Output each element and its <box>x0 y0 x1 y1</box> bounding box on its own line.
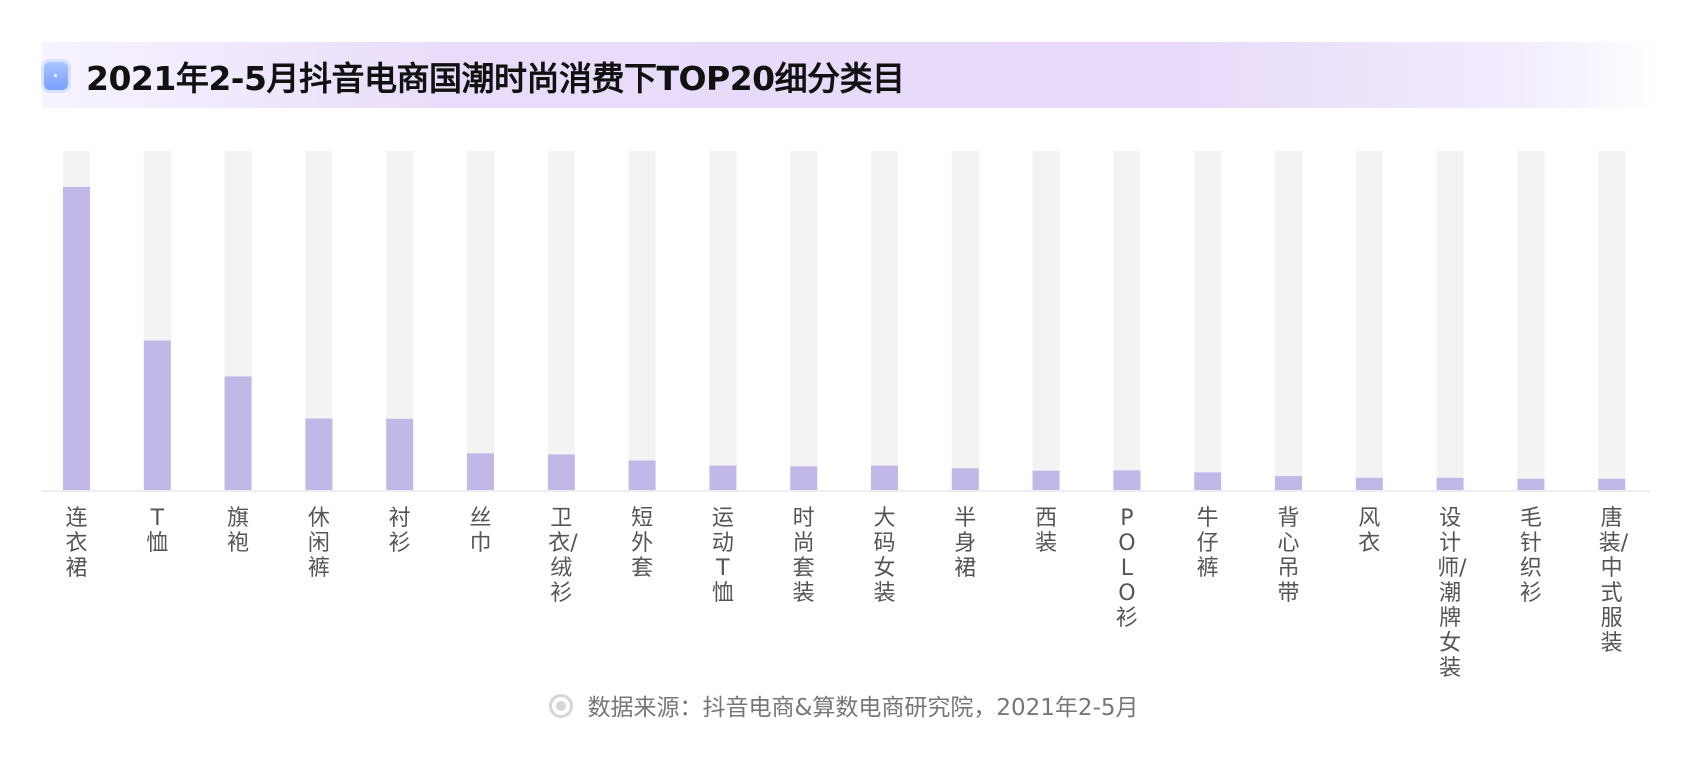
bar <box>871 465 898 490</box>
bar-track <box>1032 151 1060 490</box>
bar <box>1517 478 1545 490</box>
x-tick-label: 西装 <box>1035 506 1058 556</box>
bar <box>1113 470 1141 490</box>
bar <box>1194 472 1222 490</box>
bar-track <box>1598 151 1626 490</box>
bar <box>1436 477 1464 490</box>
x-tick-label: 设计师/潮牌女装 <box>1437 506 1467 681</box>
x-tick-label: 卫衣/绒衫 <box>548 506 578 606</box>
bar <box>709 465 737 490</box>
bar <box>1275 476 1302 490</box>
bar <box>467 453 494 490</box>
bar-track <box>547 151 575 490</box>
bar <box>547 454 575 490</box>
x-tick-label: 衬衫 <box>388 506 411 556</box>
x-tick-label: POLO衫 <box>1115 506 1138 631</box>
bar <box>143 340 171 490</box>
bar <box>1355 477 1383 490</box>
bar <box>951 468 979 490</box>
bar-track <box>1355 151 1383 490</box>
x-tick-label: 半身裙 <box>954 506 977 581</box>
bar-track <box>951 151 979 490</box>
chart-title: 2021年2-5月抖音电商国潮时尚消费下TOP20细分类目 <box>86 59 905 98</box>
bar <box>305 418 333 490</box>
x-tick-label: 风衣 <box>1358 506 1381 556</box>
x-tick-label: 毛针织衫 <box>1519 506 1542 606</box>
bar-track <box>1517 151 1545 490</box>
rounded-square-icon <box>44 62 68 90</box>
bar <box>224 376 252 490</box>
x-tick-label: 时尚套装 <box>792 506 815 606</box>
x-tick-label: 牛仔裤 <box>1196 506 1219 581</box>
bar <box>1032 470 1060 490</box>
bar-track <box>1194 151 1222 490</box>
title-band <box>42 42 1662 108</box>
bar <box>386 418 414 490</box>
x-tick-label: 背心吊带 <box>1277 506 1300 606</box>
x-tick-label: 丝巾 <box>469 506 492 556</box>
bar-track <box>467 151 494 490</box>
x-tick-label: 运动T恤 <box>711 506 734 606</box>
x-tick-label: 大码女装 <box>873 506 896 606</box>
bar <box>63 186 90 490</box>
x-tick-label: 唐装/中式服装 <box>1598 506 1629 656</box>
bar-track <box>628 151 656 490</box>
x-tick-label: 休闲裤 <box>307 506 330 581</box>
bar <box>790 466 818 490</box>
bar-track <box>1436 151 1464 490</box>
bar-track <box>709 151 737 490</box>
bar-track <box>1113 151 1141 490</box>
x-tick-label: 旗袍 <box>227 506 250 556</box>
bar-track <box>790 151 818 490</box>
x-tick-label: T恤 <box>146 506 169 556</box>
source-note: 数据来源：抖音电商&算数电商研究院，2021年2-5月 <box>0 688 1688 722</box>
concentric-circle-icon <box>549 694 574 718</box>
x-tick-label: 连衣裙 <box>65 506 88 581</box>
bar-track <box>871 151 898 490</box>
bar <box>628 460 656 490</box>
x-tick-label: 短外套 <box>631 506 654 581</box>
bar <box>1598 478 1626 490</box>
source-text: 数据来源：抖音电商&算数电商研究院，2021年2-5月 <box>587 695 1139 721</box>
bar-track <box>1275 151 1302 490</box>
